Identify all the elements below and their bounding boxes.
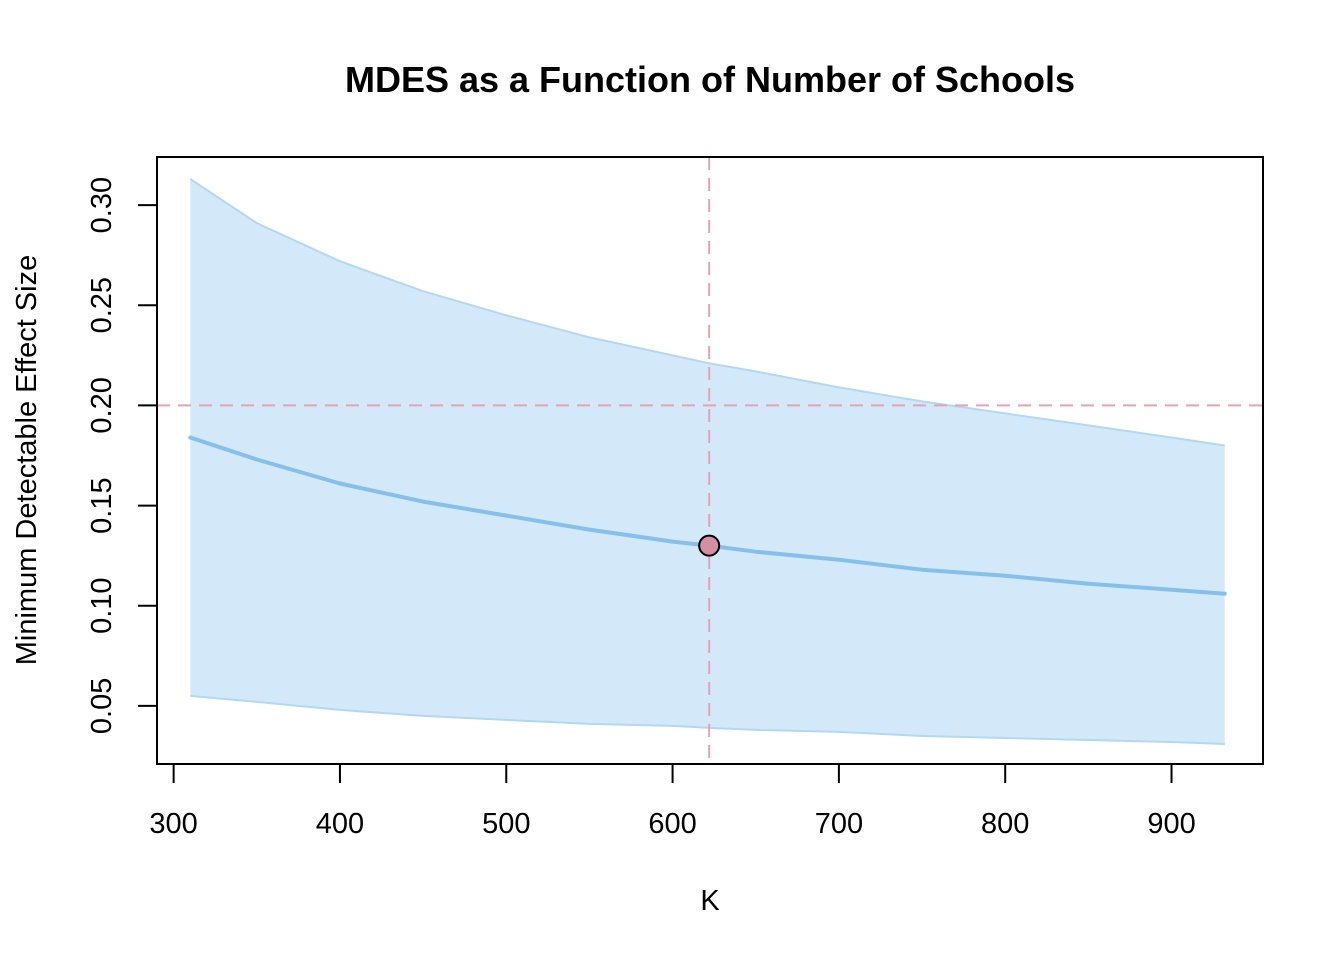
y-axis: 0.05 0.10 0.15 0.20 0.25 0.30 <box>86 177 158 734</box>
selected-point <box>698 534 721 557</box>
x-tick-label: 800 <box>981 808 1029 840</box>
x-tick-label: 300 <box>149 808 197 840</box>
x-tick-label: 900 <box>1147 808 1195 840</box>
y-tick-label: 0.20 <box>86 377 118 433</box>
y-axis-label: Minimum Detectable Effect Size <box>11 255 43 665</box>
band-area <box>190 179 1225 744</box>
y-tick-label: 0.10 <box>86 577 118 633</box>
y-tick-label: 0.25 <box>86 277 118 333</box>
highlight-point-marker <box>698 534 721 557</box>
band-upper-edge <box>189 178 1225 447</box>
reference-lines <box>157 157 1263 764</box>
x-axis: 300 400 500 600 700 800 900 <box>149 763 1196 840</box>
x-tick-label: 500 <box>482 808 530 840</box>
x-tick-label: 600 <box>648 808 696 840</box>
y-tick-label: 0.15 <box>86 477 118 533</box>
chart-title: MDES as a Function of Number of Schools <box>345 59 1075 100</box>
y-tick-label: 0.05 <box>86 678 118 734</box>
confidence-band <box>189 178 1225 745</box>
x-axis-label: K <box>700 885 720 917</box>
x-tick-label: 400 <box>316 808 364 840</box>
y-tick-label: 0.30 <box>86 177 118 233</box>
x-tick-label: 700 <box>815 808 863 840</box>
